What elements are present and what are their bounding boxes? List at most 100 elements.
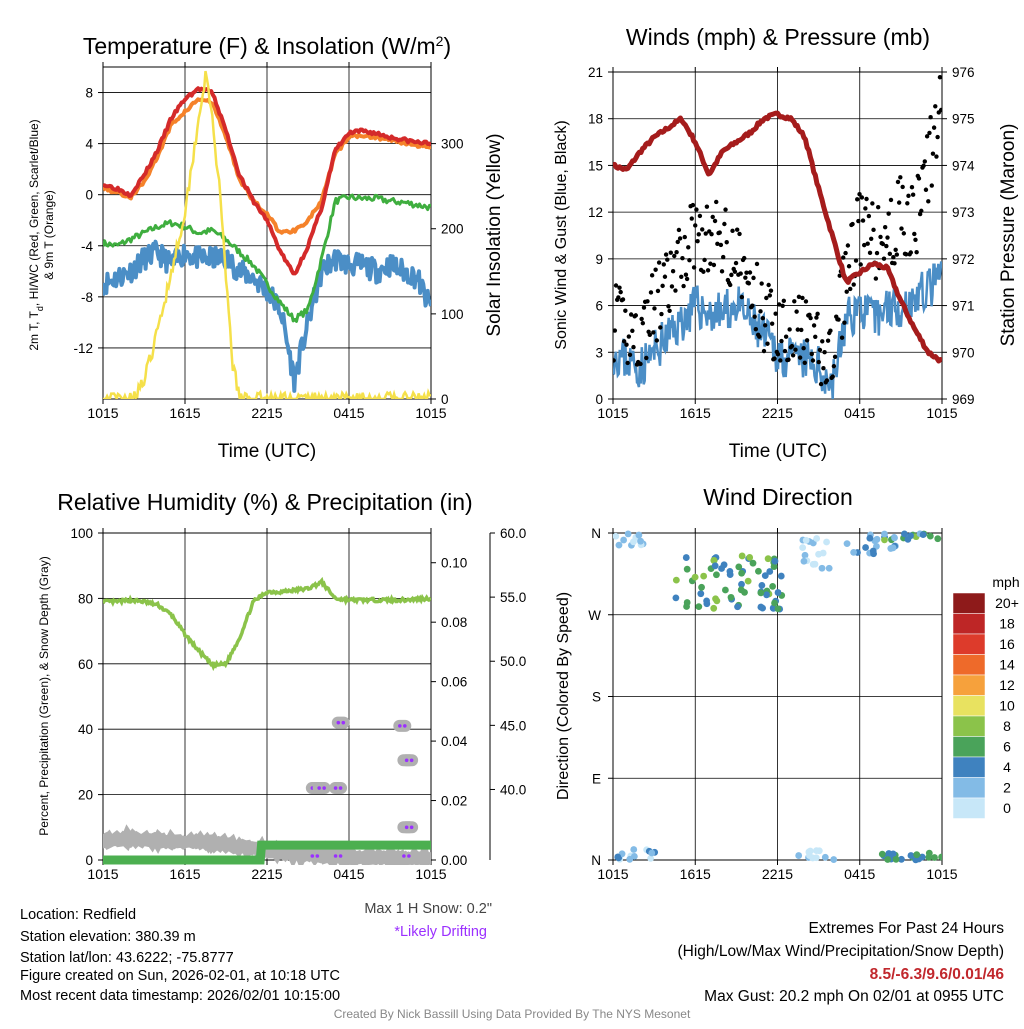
- x-axis-label: Time (UTC): [729, 441, 828, 462]
- gust-point: [878, 234, 883, 240]
- direction-point: [926, 532, 934, 540]
- series-solar-insolation: [103, 70, 431, 399]
- y-tick-label: E: [592, 771, 601, 786]
- gust-point: [820, 339, 825, 344]
- legend-swatch: [952, 756, 986, 778]
- gust-point: [769, 321, 775, 326]
- direction-point: [913, 851, 921, 859]
- direction-point: [738, 569, 746, 577]
- x-tick-label: 2215: [251, 866, 282, 882]
- gust-point: [894, 252, 900, 257]
- direction-point: [630, 846, 638, 853]
- gust-point: [617, 285, 622, 290]
- y-tick-label: W: [588, 608, 601, 623]
- legend-swatch: [952, 736, 986, 758]
- y-axis-label-2: & 9m T (Orange): [42, 190, 56, 280]
- gust-point: [753, 326, 759, 332]
- direction-point: [710, 557, 718, 564]
- gust-point: [886, 211, 891, 216]
- direction-point: [744, 577, 752, 585]
- drift-dot: [338, 786, 343, 790]
- x-tick-label: 2215: [762, 866, 793, 882]
- gust-point: [709, 231, 714, 237]
- gust-point: [648, 290, 654, 295]
- direction-point: [869, 547, 877, 555]
- direction-point: [907, 852, 915, 859]
- gust-point: [880, 241, 886, 247]
- drift-dot: [338, 854, 343, 858]
- gust-point: [930, 151, 936, 156]
- gust-point: [768, 288, 774, 293]
- gust-point: [734, 227, 740, 232]
- y-tick-label: 300: [441, 137, 464, 152]
- gust-point: [658, 325, 663, 330]
- gust-point: [795, 327, 800, 332]
- direction-point: [771, 557, 779, 565]
- gust-point: [865, 241, 870, 246]
- drift-dot: [310, 854, 315, 858]
- direction-point: [777, 572, 785, 580]
- gust-point: [808, 315, 813, 321]
- gust-point: [778, 358, 783, 363]
- y-tick-label: 9: [595, 252, 603, 267]
- direction-point: [901, 530, 908, 538]
- direction-point: [614, 853, 622, 861]
- direction-point: [881, 536, 888, 544]
- gust-point: [624, 342, 629, 347]
- drift-dot: [409, 825, 414, 830]
- y-tick-label: 80: [78, 591, 93, 606]
- gust-point: [708, 261, 713, 266]
- gust-point: [641, 305, 647, 310]
- y-axis-label: Sonic Wind & Gust (Blue, Black): [553, 120, 570, 349]
- direction-point: [698, 583, 705, 591]
- gust-point: [717, 230, 722, 235]
- gust-point: [721, 254, 726, 260]
- legend-label: 0: [1003, 800, 1011, 816]
- direction-point: [761, 572, 769, 579]
- direction-point: [801, 551, 809, 559]
- gust-point: [867, 250, 873, 256]
- y-tick-label: 6: [595, 299, 603, 314]
- gust-point: [857, 192, 862, 197]
- direction-point: [850, 549, 858, 556]
- gust-point: [680, 255, 685, 261]
- gust-point: [916, 176, 922, 181]
- drift-dot: [402, 854, 406, 858]
- gust-point: [703, 231, 708, 236]
- direction-point: [813, 535, 821, 542]
- gust-point: [801, 346, 806, 351]
- drift-dot: [341, 720, 346, 725]
- drift-marker: [400, 821, 419, 834]
- gust-point: [649, 273, 655, 278]
- direction-point: [889, 850, 897, 858]
- gust-point: [752, 314, 757, 319]
- gust-point: [728, 282, 733, 288]
- gust-point: [853, 258, 859, 263]
- direction-point: [713, 571, 720, 579]
- chart-title: Winds (mph) & Pressure (mb): [626, 24, 930, 50]
- chart-title: Wind Direction: [703, 484, 853, 510]
- direction-point: [648, 849, 656, 857]
- gust-point: [655, 288, 661, 294]
- y-tick-label: 18: [588, 112, 603, 127]
- legend-swatch: [952, 797, 986, 819]
- y-tick-label: 0: [85, 188, 93, 203]
- gust-point: [933, 104, 938, 109]
- gust-point: [841, 255, 846, 260]
- gust-point: [924, 134, 930, 139]
- gust-point: [909, 185, 915, 190]
- gust-point: [818, 381, 824, 387]
- direction-point: [672, 576, 680, 584]
- gust-point: [859, 195, 865, 200]
- gust-point: [910, 192, 916, 197]
- gust-point: [623, 308, 628, 313]
- gust-point: [645, 299, 650, 304]
- gust-point: [888, 197, 894, 203]
- series-snow-depth: [103, 824, 431, 865]
- gust-point: [871, 227, 876, 233]
- gust-point: [697, 213, 703, 219]
- gust-point: [739, 294, 745, 300]
- gust-point: [743, 275, 748, 280]
- direction-point: [925, 853, 933, 861]
- legend-swatch: [952, 777, 986, 799]
